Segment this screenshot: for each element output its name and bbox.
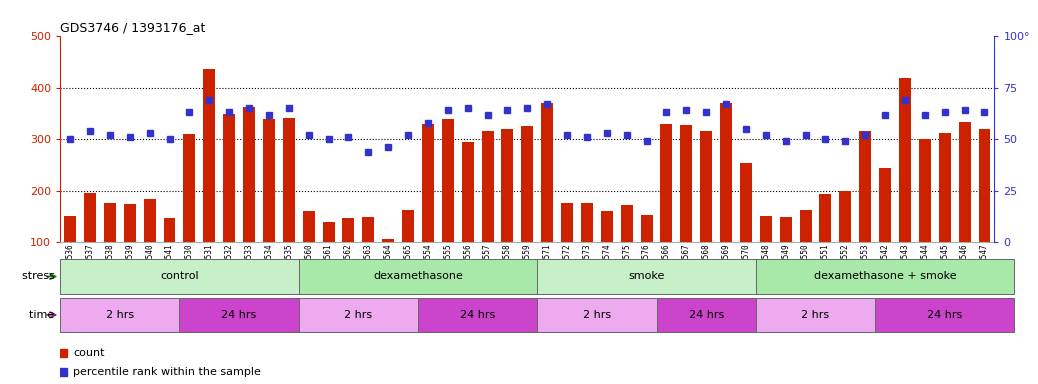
Bar — [243, 107, 255, 293]
Bar — [462, 142, 473, 293]
Text: smoke: smoke — [628, 271, 664, 281]
Bar — [538, 298, 656, 332]
Bar — [660, 124, 673, 293]
Bar — [621, 205, 632, 293]
Text: control: control — [160, 271, 198, 281]
Bar — [875, 298, 1014, 332]
Bar — [60, 259, 299, 294]
Bar — [756, 259, 1014, 294]
Bar — [780, 217, 792, 293]
Bar — [501, 129, 514, 293]
Text: 2 hrs: 2 hrs — [582, 310, 611, 320]
Text: 24 hrs: 24 hrs — [460, 310, 495, 320]
Bar — [299, 298, 418, 332]
Bar — [740, 163, 752, 293]
Text: 2 hrs: 2 hrs — [801, 310, 829, 320]
Bar — [223, 114, 236, 293]
Bar — [760, 216, 772, 293]
Bar — [422, 124, 434, 293]
Text: 2 hrs: 2 hrs — [345, 310, 373, 320]
Bar — [442, 119, 454, 293]
Bar — [521, 126, 534, 293]
Text: 24 hrs: 24 hrs — [221, 310, 256, 320]
Bar — [979, 129, 990, 293]
Bar — [538, 259, 756, 294]
Bar — [680, 125, 692, 293]
Bar — [382, 239, 394, 293]
Bar — [64, 216, 76, 293]
Bar — [124, 204, 136, 293]
Bar — [640, 215, 653, 293]
Bar — [402, 210, 414, 293]
Bar — [562, 203, 573, 293]
Text: stress: stress — [22, 271, 58, 281]
Text: dexamethasone: dexamethasone — [373, 271, 463, 281]
Bar — [104, 204, 116, 293]
Bar — [756, 298, 875, 332]
Bar — [60, 298, 180, 332]
Text: 24 hrs: 24 hrs — [688, 310, 723, 320]
Bar — [418, 298, 538, 332]
Bar — [938, 133, 951, 293]
Bar — [263, 119, 275, 293]
Text: count: count — [73, 348, 105, 358]
Bar — [899, 78, 911, 293]
Text: 2 hrs: 2 hrs — [106, 310, 134, 320]
Bar — [819, 194, 831, 293]
Bar — [343, 218, 354, 293]
Bar — [701, 131, 712, 293]
Bar — [143, 199, 156, 293]
Bar — [84, 193, 95, 293]
Text: dexamethasone + smoke: dexamethasone + smoke — [814, 271, 956, 281]
Bar — [959, 122, 971, 293]
Bar — [799, 210, 812, 293]
Bar — [656, 298, 756, 332]
Bar — [282, 118, 295, 293]
Bar — [303, 211, 315, 293]
Bar — [859, 131, 871, 293]
Bar — [541, 103, 553, 293]
Bar — [919, 139, 931, 293]
Bar — [581, 203, 593, 293]
Bar — [362, 217, 375, 293]
Text: GDS3746 / 1393176_at: GDS3746 / 1393176_at — [60, 21, 206, 34]
Bar — [482, 131, 493, 293]
Bar — [164, 218, 175, 293]
Bar — [601, 211, 612, 293]
Bar — [299, 259, 538, 294]
Bar — [720, 103, 732, 293]
Bar — [180, 298, 299, 332]
Bar — [323, 222, 334, 293]
Text: 24 hrs: 24 hrs — [927, 310, 962, 320]
Bar — [840, 190, 851, 293]
Text: time: time — [29, 310, 58, 320]
Text: percentile rank within the sample: percentile rank within the sample — [73, 367, 261, 377]
Bar — [184, 134, 195, 293]
Bar — [879, 169, 891, 293]
Bar — [203, 69, 215, 293]
